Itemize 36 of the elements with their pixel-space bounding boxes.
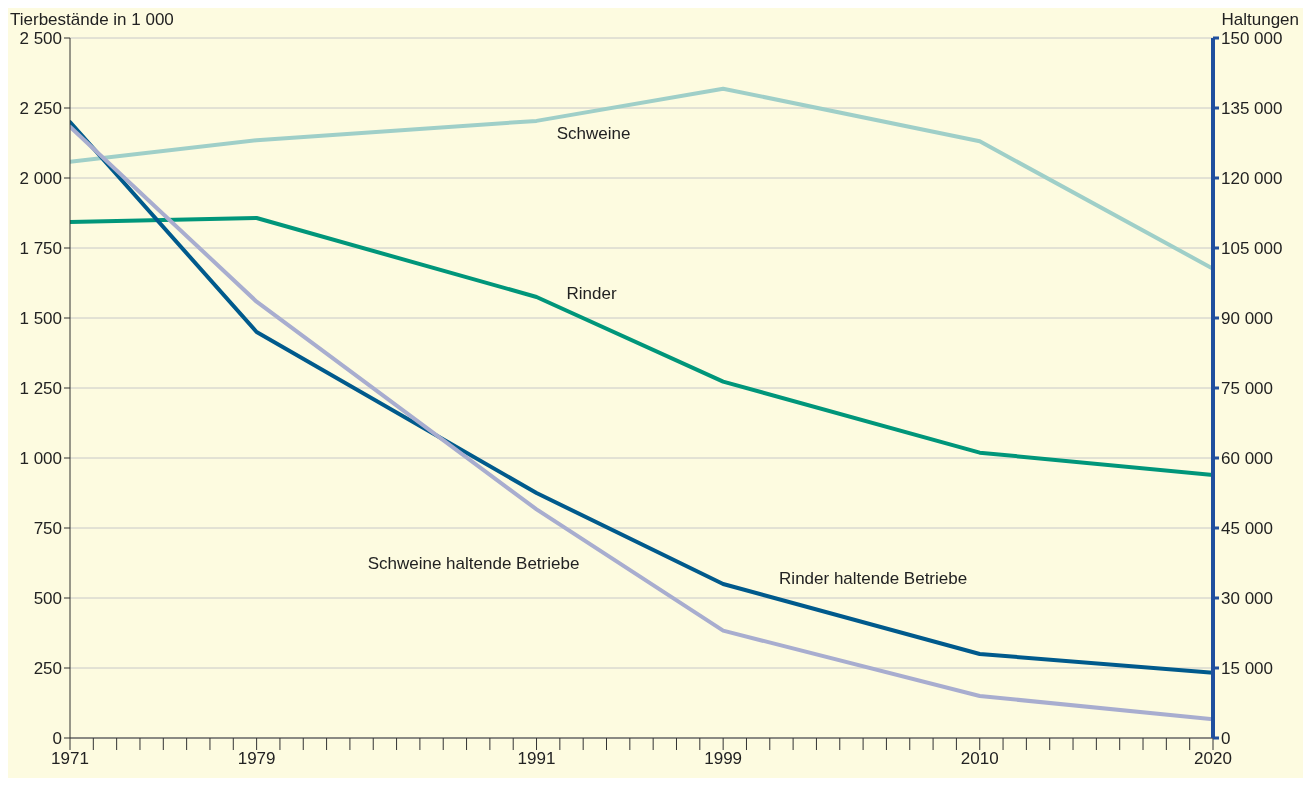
x-tick-label: 1971: [51, 749, 89, 769]
x-tick-label: 2010: [960, 749, 999, 769]
series-label: Schweine haltende Betriebe: [367, 554, 580, 574]
y-tick-label: 1 000: [19, 449, 62, 469]
y2-tick-label: 90 000: [1221, 309, 1273, 329]
y2-axis-title: Haltungen: [1221, 10, 1299, 30]
x-tick-label: 2020: [1194, 749, 1232, 769]
y-tick-label: 2 500: [19, 29, 62, 49]
y-tick-label: 1 500: [19, 309, 62, 329]
y-tick-label: 1 750: [19, 239, 62, 259]
series-label: Rinder: [566, 284, 617, 303]
y-tick-label: 1 250: [19, 379, 62, 399]
y-tick-label: 250: [33, 659, 62, 679]
series-label: Rinder haltende Betriebe: [779, 569, 968, 588]
y2-tick-label: 105 000: [1221, 239, 1283, 259]
y-tick-label: 2 000: [19, 169, 62, 189]
y2-tick-label: 120 000: [1221, 169, 1283, 189]
y2-tick-label: 60 000: [1221, 449, 1273, 469]
line-series: [70, 216, 1213, 478]
y2-tick-label: 15 000: [1221, 659, 1273, 679]
x-tick-label: 1979: [237, 749, 276, 769]
y-axis-title: Tierbestände in 1 000: [10, 10, 174, 30]
y2-tick-label: 0: [1221, 729, 1231, 749]
y2-tick-label: 30 000: [1221, 589, 1273, 609]
series-label: Schweine: [556, 123, 631, 143]
y2-tick-label: 45 000: [1221, 519, 1273, 539]
y2-tick-label: 135 000: [1221, 99, 1283, 119]
y2-tick-label: 75 000: [1221, 379, 1273, 399]
x-tick-label: 1999: [704, 749, 743, 769]
line-series: [70, 86, 1213, 271]
y-tick-label: 0: [52, 729, 62, 749]
y-tick-label: 750: [33, 519, 62, 539]
y-tick-label: 500: [33, 589, 62, 609]
y2-tick-label: 150 000: [1221, 29, 1283, 49]
y-tick-label: 2 250: [19, 99, 62, 119]
x-tick-label: 1991: [517, 749, 556, 769]
